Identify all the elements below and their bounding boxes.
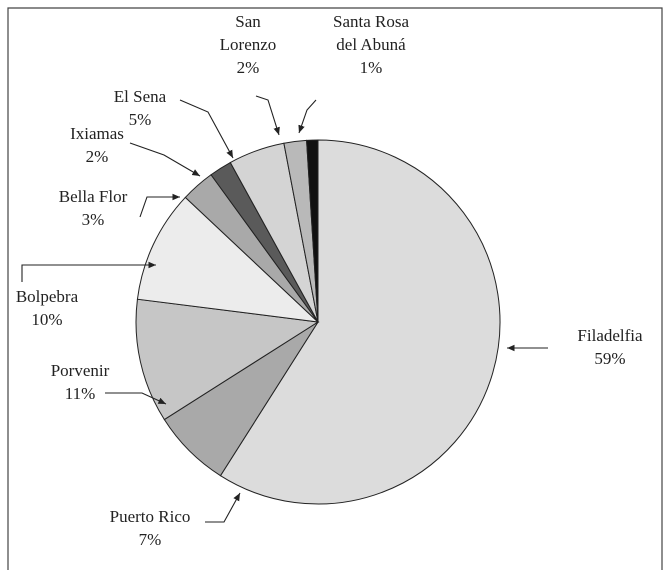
value-label: 59% xyxy=(594,349,626,368)
leader-line xyxy=(298,99,317,134)
pie-slice xyxy=(136,196,320,323)
slice-label: Ixiamas 2% xyxy=(52,122,142,168)
value-label: 7% xyxy=(138,530,162,549)
category-label: Bolpebra xyxy=(15,287,79,306)
leader-lines xyxy=(21,95,548,523)
leader-line xyxy=(129,142,201,177)
category-label: El Sena xyxy=(113,87,167,106)
category-label: Santa Rosa del Abuná xyxy=(332,12,410,54)
leader-line xyxy=(255,95,280,136)
pie-slice xyxy=(219,139,501,505)
value-label: 3% xyxy=(81,210,105,229)
frame xyxy=(7,7,663,570)
leader-line xyxy=(21,261,156,282)
pie-slice xyxy=(306,139,319,323)
leader-line xyxy=(105,392,167,405)
value-label: 2% xyxy=(236,58,260,77)
pie xyxy=(135,139,501,505)
slice-label: San Lorenzo 2% xyxy=(213,10,283,79)
value-label: 10% xyxy=(31,310,63,329)
slice-label: Porvenir 11% xyxy=(30,359,130,405)
category-label: San Lorenzo xyxy=(219,12,277,54)
category-label: Ixiamas xyxy=(70,124,124,143)
leader-line xyxy=(179,99,234,159)
slice-label: Bolpebra 10% xyxy=(0,285,97,331)
leader-line xyxy=(205,492,241,523)
category-label: Puerto Rico xyxy=(109,507,191,526)
pie-slice xyxy=(135,298,320,421)
value-label: 2% xyxy=(85,147,109,166)
value-label: 5% xyxy=(128,110,152,129)
category-label: Bella Flor xyxy=(58,187,128,206)
category-label: Filadelfia xyxy=(577,326,643,345)
slice-label: Santa Rosa del Abuná 1% xyxy=(321,10,421,79)
slice-label: Filadelfia 59% xyxy=(555,324,665,370)
value-label: 11% xyxy=(64,384,96,403)
leader-line xyxy=(139,193,180,218)
value-label: 1% xyxy=(359,58,383,77)
slice-label: Puerto Rico 7% xyxy=(90,505,210,551)
category-label: Porvenir xyxy=(50,361,110,380)
slice-label: El Sena 5% xyxy=(95,85,185,131)
slice-label: Bella Flor 3% xyxy=(43,185,143,231)
